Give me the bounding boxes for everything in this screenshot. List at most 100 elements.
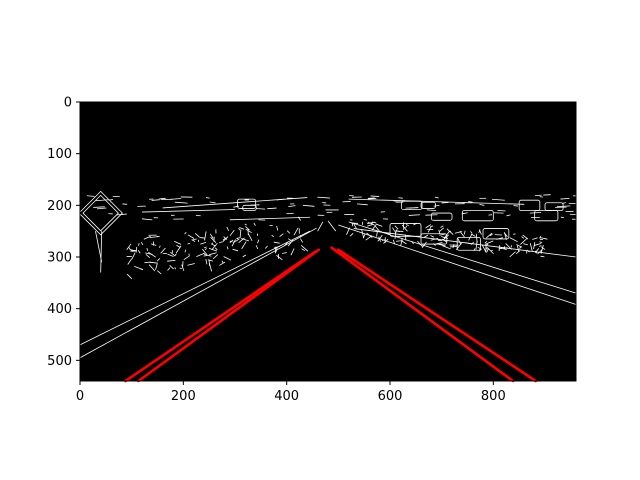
edge-fragment (148, 264, 156, 272)
edge-fragment (208, 247, 218, 252)
edge-fragment (449, 246, 458, 248)
edge-fragment (86, 195, 95, 197)
x-axis: 0 200 400 600 800 (76, 381, 506, 404)
edge-fragment (127, 258, 133, 265)
edge-line (338, 224, 577, 305)
edge-fragment (439, 227, 445, 232)
edge-fragment (440, 225, 444, 228)
edge-fragment (442, 245, 451, 250)
edge-fragment (556, 205, 571, 208)
edge-fragment (244, 223, 247, 226)
road-sign-inner (82, 194, 119, 232)
edge-fragment (290, 248, 295, 256)
edge-fragment (503, 247, 506, 250)
edge-fragment (138, 243, 140, 246)
x-tick-label: 600 (378, 389, 403, 404)
edge-fragment (417, 240, 423, 247)
edge-fragment (209, 201, 216, 204)
edge-fragment (540, 246, 546, 250)
left-lane-outer (124, 250, 317, 383)
edge-fragment (375, 226, 381, 233)
edge-fragment (129, 249, 137, 252)
edge-fragment (144, 261, 151, 264)
edge-fragment (205, 258, 208, 265)
edge-fragment (231, 239, 236, 247)
edge-outline (400, 200, 423, 210)
x-tick-label: 400 (274, 389, 299, 404)
edge-fragment (521, 236, 525, 239)
edge-fragment (470, 231, 473, 234)
edge-fragment (434, 196, 439, 199)
y-tick-label: 200 (47, 199, 72, 214)
edge-fragment (287, 239, 294, 247)
edge-fragment (232, 248, 239, 252)
edge-fragment (167, 267, 171, 271)
edge-outline (242, 204, 257, 211)
edge-fragment (383, 238, 389, 244)
edge-fragment (301, 248, 305, 252)
edge-fragment (286, 212, 294, 215)
edge-fragment (302, 204, 315, 207)
edge-fragment (256, 208, 266, 210)
edge-fragment (187, 243, 191, 245)
edge-fragment (187, 263, 195, 266)
edge-fragment (126, 273, 133, 280)
edge-fragment (204, 246, 207, 249)
edge-fragment (300, 238, 303, 243)
edge-line (79, 227, 317, 359)
axes-frame (79, 101, 577, 382)
edge-fragment (463, 230, 466, 235)
edge-fragment (394, 225, 399, 230)
edge-fragment (175, 245, 182, 254)
edge-fragment (562, 202, 566, 204)
edge-fragment (533, 243, 541, 246)
edge-fragment (430, 237, 439, 241)
edge-fragment (267, 207, 277, 210)
edge-fragment (427, 226, 432, 233)
edge-fragment (485, 243, 489, 246)
edge-fragment (184, 231, 187, 235)
edge-fragment (167, 253, 174, 257)
edge-fragment (174, 267, 176, 270)
edge-outline (518, 199, 541, 211)
edge-fragment (137, 250, 141, 254)
edge-fragment (223, 236, 228, 240)
edge-fragment (242, 254, 247, 258)
edge-line (79, 230, 311, 346)
edge-outline (430, 212, 453, 221)
edge-fragment (479, 204, 485, 206)
edge-fragment (226, 226, 230, 232)
edge-fragment (400, 237, 403, 246)
edge-fragment (159, 197, 166, 200)
edge-fragment (95, 199, 109, 202)
y-axis: 0 100 200 300 400 500 (47, 96, 80, 369)
edge-fragment (539, 241, 543, 244)
edge-fragment (108, 199, 114, 201)
edge-fragment (408, 214, 420, 216)
edge-fragment (529, 212, 542, 214)
edge-fragment (430, 225, 434, 228)
edge-fragment (367, 224, 373, 227)
edge-fragment (394, 229, 398, 234)
lane-lines (124, 246, 538, 383)
edge-fragment (533, 242, 536, 250)
edge-fragment (477, 246, 482, 250)
plot-area (78, 101, 585, 383)
edge-detections (78, 190, 585, 359)
edge-fragment (497, 210, 506, 212)
edge-fragment (116, 213, 127, 216)
x-tick-label: 800 (481, 389, 506, 404)
edge-fragment (134, 266, 144, 271)
edge-fragment (196, 252, 205, 257)
edge-fragment (457, 237, 462, 245)
edge-fragment (276, 225, 279, 231)
edge-fragment (184, 249, 187, 253)
edge-fragment (240, 238, 249, 242)
edge-fragment (496, 237, 504, 240)
edge-fragment (159, 245, 161, 248)
edge-fragment (375, 223, 383, 227)
x-tick-label: 0 (76, 389, 84, 404)
edge-fragment (478, 248, 482, 252)
edge-fragment (475, 240, 478, 250)
edge-fragment (299, 235, 302, 238)
